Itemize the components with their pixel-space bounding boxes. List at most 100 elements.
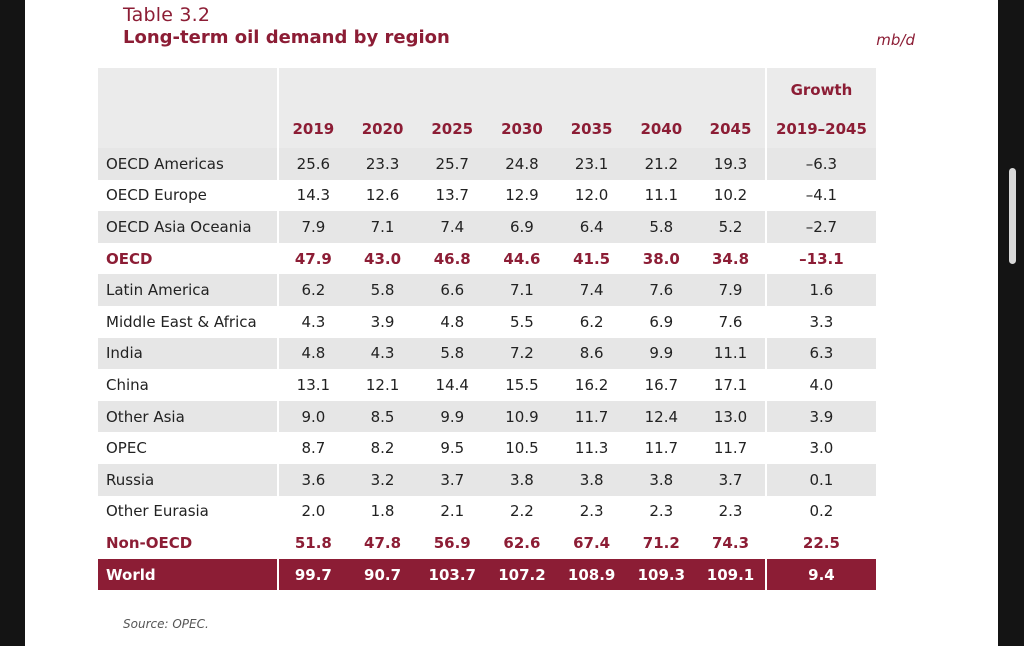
year-header: 2030 <box>487 110 557 148</box>
region-name: Middle East & Africa <box>98 305 279 338</box>
demand-value: 17.1 <box>696 369 766 401</box>
growth-value: 4.0 <box>764 369 876 401</box>
demand-value: 3.8 <box>556 463 627 496</box>
region-name: OECD Americas <box>98 148 279 180</box>
table-row: China 13.1 12.1 14.4 15.5 16.2 16.7 17.1 4.0 <box>98 369 876 401</box>
demand-value: 25.7 <box>417 148 488 180</box>
demand-value: 24.8 <box>487 148 557 180</box>
table-row: World 99.7 90.7 103.7 107.2 108.9 109.3 109.1 9.… <box>98 558 876 591</box>
demand-value: 9.0 <box>277 400 348 433</box>
demand-value: 74.3 <box>696 527 766 559</box>
oil-demand-table: Growth 2019 2020 2025 2030 2035 2040 2045 2019–… <box>98 68 876 591</box>
demand-value: 2.3 <box>556 495 627 528</box>
demand-value: 109.1 <box>696 558 766 591</box>
demand-value: 5.8 <box>626 211 697 243</box>
demand-value: 5.8 <box>417 337 488 370</box>
demand-value: 8.2 <box>347 432 418 464</box>
table-row: OECD Asia Oceania 7.9 7.1 7.4 6.9 6.4 5.8 5.2 –2… <box>98 211 876 243</box>
demand-value: 12.0 <box>556 179 627 212</box>
demand-value: 6.9 <box>487 211 557 243</box>
demand-value: 6.6 <box>417 274 488 306</box>
demand-value: 107.2 <box>487 558 557 591</box>
year-header: 2040 <box>626 110 697 148</box>
demand-value: 10.5 <box>487 432 557 464</box>
demand-value: 9.5 <box>417 432 488 464</box>
table-row: Other Asia 9.0 8.5 9.9 10.9 11.7 12.4 13.0 3.9 <box>98 400 876 433</box>
demand-value: 7.6 <box>626 274 697 306</box>
demand-value: 109.3 <box>626 558 697 591</box>
table-row: India 4.8 4.3 5.8 7.2 8.6 9.9 11.1 6.3 <box>98 337 876 370</box>
region-name: OECD Asia Oceania <box>98 211 279 243</box>
demand-value: 43.0 <box>347 242 418 275</box>
growth-value: –2.7 <box>764 211 876 243</box>
demand-value: 62.6 <box>487 527 557 559</box>
demand-value: 5.2 <box>696 211 766 243</box>
demand-value: 4.3 <box>347 337 418 370</box>
growth-value: 22.5 <box>764 527 876 559</box>
demand-value: 7.4 <box>556 274 627 306</box>
table-row: Middle East & Africa 4.3 3.9 4.8 5.5 6.2 6.9 7.… <box>98 305 876 338</box>
demand-value: 10.2 <box>696 179 766 212</box>
region-name: OECD <box>98 242 279 275</box>
vertical-scrollbar[interactable] <box>1009 168 1016 264</box>
demand-value: 47.8 <box>347 527 418 559</box>
table-row: OECD Europe 14.3 12.6 13.7 12.9 12.0 11.1 10.2–… <box>98 179 876 212</box>
demand-value: 14.3 <box>277 179 348 212</box>
demand-value: 4.8 <box>277 337 348 370</box>
demand-value: 44.6 <box>487 242 557 275</box>
growth-value: 3.0 <box>764 432 876 464</box>
demand-value: 13.1 <box>277 369 348 401</box>
demand-value: 3.7 <box>696 463 766 496</box>
demand-value: 12.4 <box>626 400 697 433</box>
demand-value: 13.7 <box>417 179 488 212</box>
table-number: Table 3.2 <box>123 4 211 26</box>
demand-value: 19.3 <box>696 148 766 180</box>
header-blank <box>98 68 279 110</box>
demand-value: 6.2 <box>277 274 348 306</box>
region-name: World <box>98 558 279 591</box>
demand-value: 23.1 <box>556 148 627 180</box>
demand-value: 13.0 <box>696 400 766 433</box>
demand-value: 71.2 <box>626 527 697 559</box>
growth-value: –13.1 <box>764 242 876 275</box>
demand-value: 12.6 <box>347 179 418 212</box>
table-row: OECD Americas 25.6 23.3 25.7 24.8 23.1 21.2 19.… <box>98 148 876 180</box>
table-title: Long-term oil demand by region <box>123 27 450 48</box>
region-name: OPEC <box>98 432 279 464</box>
demand-value: 38.0 <box>626 242 697 275</box>
header-years-blank <box>277 68 766 110</box>
demand-value: 12.9 <box>487 179 557 212</box>
demand-value: 15.5 <box>487 369 557 401</box>
demand-value: 6.2 <box>556 305 627 338</box>
table-body: OECD Americas 25.6 23.3 25.7 24.8 23.1 21.2 19.… <box>98 148 876 591</box>
region-name: Other Eurasia <box>98 495 279 528</box>
year-header: 2019 <box>277 110 348 148</box>
demand-value: 6.4 <box>556 211 627 243</box>
growth-period-header: 2019–2045 <box>764 110 876 148</box>
demand-value: 103.7 <box>417 558 488 591</box>
region-name: Latin America <box>98 274 279 306</box>
year-header: 2020 <box>347 110 418 148</box>
demand-value: 16.2 <box>556 369 627 401</box>
demand-value: 2.1 <box>417 495 488 528</box>
region-name: Other Asia <box>98 400 279 433</box>
demand-value: 3.2 <box>347 463 418 496</box>
demand-value: 90.7 <box>347 558 418 591</box>
demand-value: 2.3 <box>696 495 766 528</box>
table-row: OPEC 8.7 8.2 9.5 10.5 11.3 11.7 11.7 3.0 <box>98 432 876 464</box>
demand-value: 3.7 <box>417 463 488 496</box>
demand-value: 7.2 <box>487 337 557 370</box>
region-name: Non-OECD <box>98 527 279 559</box>
demand-value: 3.8 <box>626 463 697 496</box>
demand-value: 11.7 <box>626 432 697 464</box>
demand-value: 7.9 <box>277 211 348 243</box>
demand-value: 3.8 <box>487 463 557 496</box>
region-name: China <box>98 369 279 401</box>
demand-value: 51.8 <box>277 527 348 559</box>
demand-value: 7.4 <box>417 211 488 243</box>
demand-value: 5.8 <box>347 274 418 306</box>
demand-value: 9.9 <box>417 400 488 433</box>
demand-value: 8.7 <box>277 432 348 464</box>
year-header: 2035 <box>556 110 627 148</box>
demand-value: 2.2 <box>487 495 557 528</box>
